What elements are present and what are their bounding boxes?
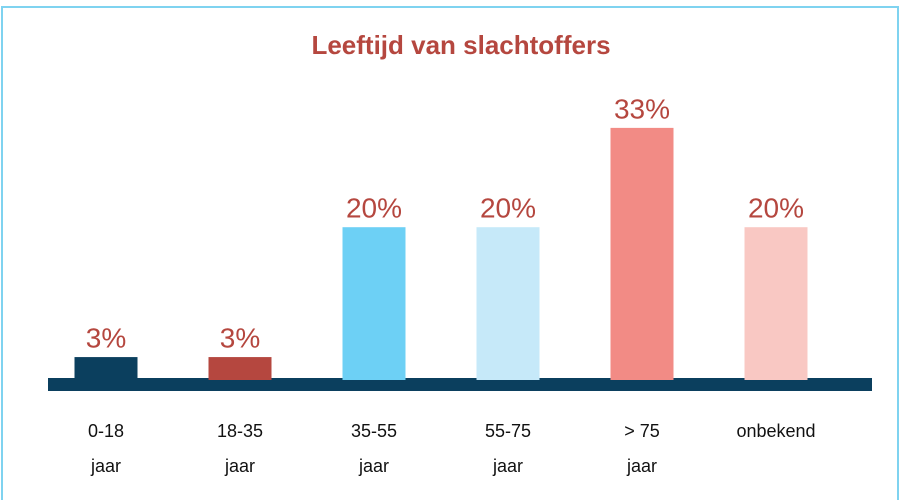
bar (744, 227, 808, 380)
x-tick-label: 55-75 (485, 421, 531, 441)
bar (476, 227, 540, 380)
x-tick-label: > 75 (624, 421, 660, 441)
value-label: 20% (346, 193, 402, 224)
x-tick-label: jaar (358, 456, 389, 476)
x-tick-label: jaar (224, 456, 255, 476)
value-label: 3% (86, 322, 126, 353)
value-label: 33% (614, 93, 670, 124)
x-tick-label: onbekend (736, 421, 815, 441)
x-tick-label: 0-18 (88, 421, 124, 441)
value-label: 20% (748, 193, 804, 224)
bar (208, 357, 272, 380)
chart-title: Leeftijd van slachtoffers (311, 30, 610, 60)
x-tick-label: 18-35 (217, 421, 263, 441)
bar (610, 127, 674, 380)
x-tick-label: jaar (90, 456, 121, 476)
bar (74, 357, 138, 380)
value-label: 20% (480, 193, 536, 224)
baseline (48, 378, 872, 391)
x-tick-label: jaar (492, 456, 523, 476)
x-tick-label: 35-55 (351, 421, 397, 441)
x-tick-label: jaar (626, 456, 657, 476)
bar (342, 227, 406, 380)
value-label: 3% (220, 322, 260, 353)
frame (1, 6, 899, 500)
